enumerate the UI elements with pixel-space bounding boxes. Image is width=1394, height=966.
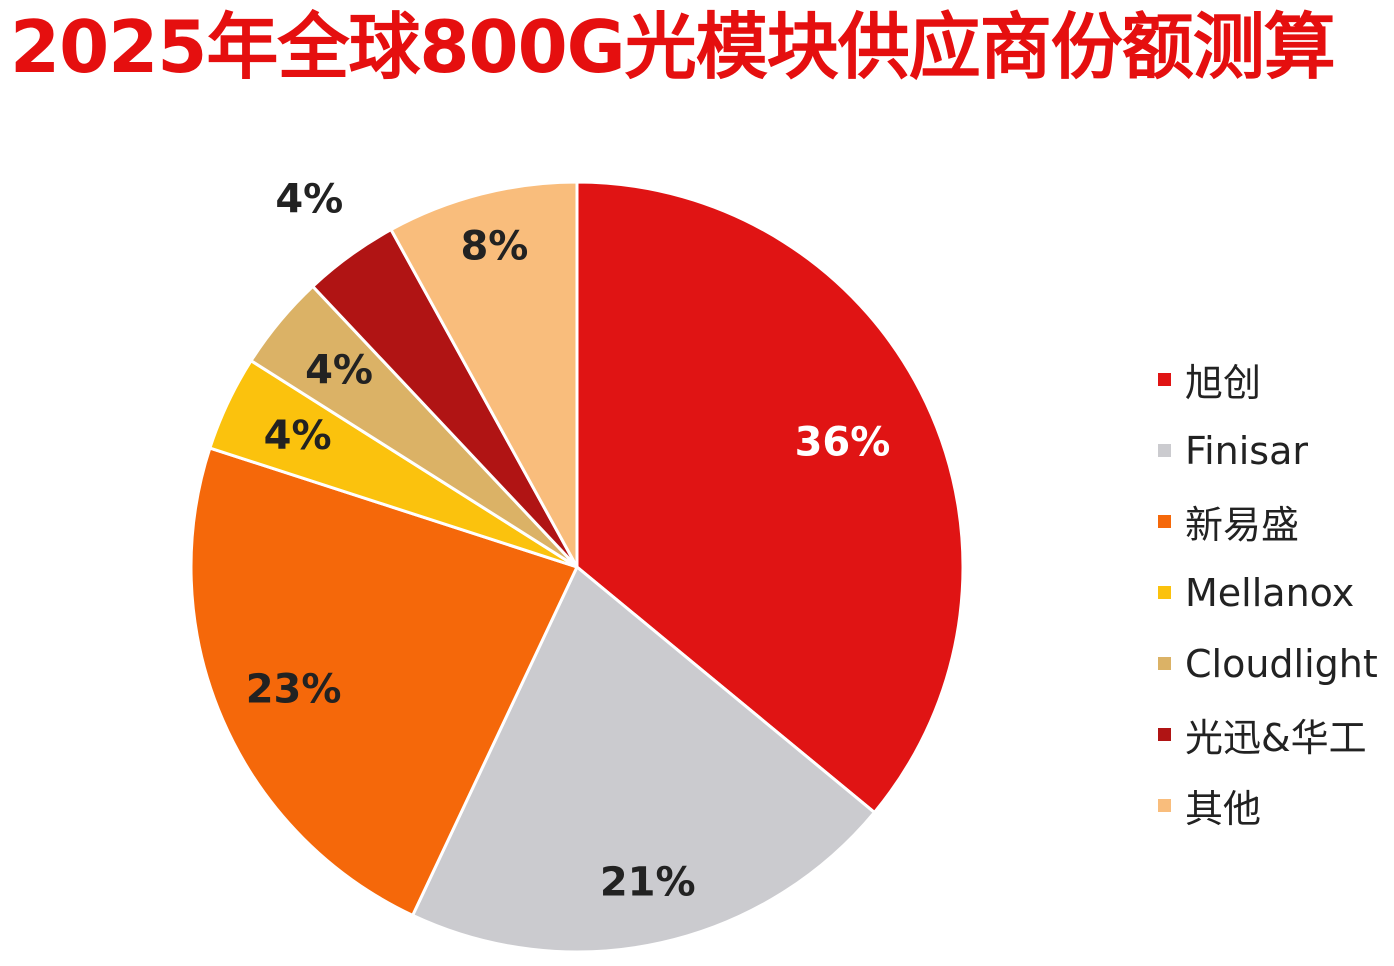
legend-label: 新易盛 xyxy=(1185,503,1300,547)
pie-slice-1 xyxy=(411,565,876,954)
legend-item: Cloudlight xyxy=(1158,628,1378,699)
slice-label-0: 36% xyxy=(795,419,891,465)
slice-label-2: 23% xyxy=(246,666,342,712)
legend-label: 其他 xyxy=(1185,787,1262,831)
pie-slice-6 xyxy=(389,180,579,569)
pie-slice-2 xyxy=(189,446,579,917)
legend-swatch xyxy=(1158,586,1171,599)
slice-label-4: 4% xyxy=(305,348,373,394)
chart-title: 2025年全球800G光模块供应商份额测算 xyxy=(10,5,1336,89)
legend-label: Finisar xyxy=(1185,428,1308,473)
slice-label-1: 21% xyxy=(600,860,696,906)
legend-label: 旭创 xyxy=(1185,361,1262,405)
legend-label: Mellanox xyxy=(1185,570,1355,615)
legend-swatch xyxy=(1158,657,1171,670)
slice-label-5: 4% xyxy=(275,176,343,222)
legend-item: 新易盛 xyxy=(1158,486,1378,557)
legend-label: 光迅&华工 xyxy=(1185,716,1367,760)
legend-swatch xyxy=(1158,728,1171,741)
legend-item: 旭创 xyxy=(1158,344,1378,415)
pie-slice-0 xyxy=(575,180,965,814)
legend-item: Finisar xyxy=(1158,415,1378,486)
legend-swatch xyxy=(1158,515,1171,528)
legend: 旭创 Finisar 新易盛 Mellanox Cloudlight 光迅&华工其他 xyxy=(1158,344,1378,841)
legend-item: Mellanox xyxy=(1158,557,1378,628)
slice-label-6: 8% xyxy=(460,223,528,269)
legend-item: 其他 xyxy=(1158,770,1378,841)
legend-label: Cloudlight xyxy=(1185,641,1378,686)
slice-label-3: 4% xyxy=(264,413,332,459)
legend-swatch xyxy=(1158,373,1171,386)
legend-swatch xyxy=(1158,444,1171,457)
legend-swatch xyxy=(1158,799,1171,812)
legend-item: 光迅&华工 xyxy=(1158,699,1378,770)
